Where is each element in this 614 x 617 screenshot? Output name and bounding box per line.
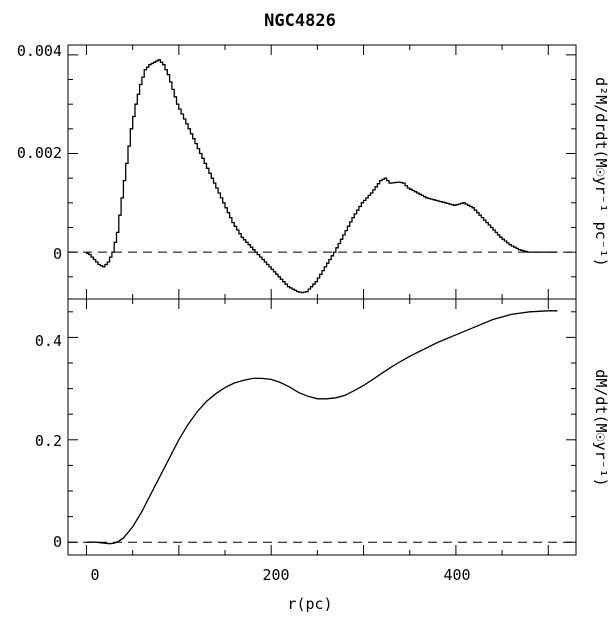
top-y-axis-label: d²M/drdt(M☉yr⁻¹ pc⁻¹)	[592, 77, 610, 267]
top-ytick-label: 0	[53, 245, 62, 263]
bottom-xtick-label: 0	[90, 566, 99, 584]
top-ytick-label: 0.004	[17, 42, 62, 60]
bottom-series-line	[86, 310, 558, 545]
chart-title: NGC4826	[264, 11, 336, 31]
bottom-panel: 0.4 0.2 0 0 200 400 r(pc) dM/dt(M☉yr⁻¹)	[35, 298, 610, 613]
top-series-line	[85, 59, 558, 294]
bottom-ytick-label: 0.2	[35, 432, 62, 450]
bottom-ytick-label: 0.4	[35, 332, 62, 350]
top-panel: 0.004 0.002 0 d²M/drdt(M☉yr⁻¹ pc⁻¹)	[17, 42, 610, 300]
bottom-xtick-label: 400	[443, 566, 470, 584]
bottom-y-axis-label: dM/dt(M☉yr⁻¹)	[592, 369, 610, 486]
bottom-ticks	[68, 299, 576, 555]
top-ytick-label: 0.002	[17, 144, 62, 162]
bottom-frame	[67, 298, 577, 556]
bottom-ytick-label: 0	[53, 533, 62, 551]
top-frame	[67, 44, 577, 300]
x-axis-label: r(pc)	[287, 595, 332, 613]
top-ticks	[68, 45, 576, 299]
bottom-xtick-label: 200	[262, 566, 289, 584]
